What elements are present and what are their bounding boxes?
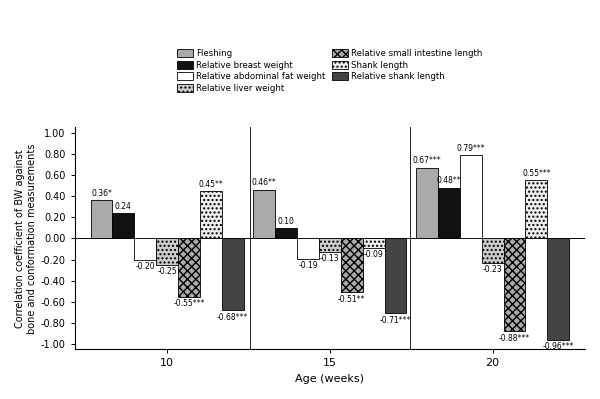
Text: 0.10: 0.10 [278,217,295,225]
Bar [319,239,341,252]
Bar [91,200,112,239]
Text: -0.09: -0.09 [364,250,383,259]
Text: 0.46**: 0.46** [252,178,277,188]
Bar [297,239,319,259]
Bar [178,239,200,296]
Text: -0.19: -0.19 [298,261,318,270]
Bar [253,190,275,239]
Bar [275,228,297,239]
Bar [112,213,134,239]
Bar [200,191,222,239]
Text: -0.96***: -0.96*** [542,342,574,351]
Bar [385,239,406,314]
Bar [547,239,569,340]
Bar [460,155,482,239]
Text: -0.23: -0.23 [483,265,502,274]
Bar [156,239,178,265]
Text: -0.25: -0.25 [157,267,177,276]
Text: -0.68***: -0.68*** [217,313,248,322]
Text: 0.79***: 0.79*** [457,144,485,152]
X-axis label: Age (weeks): Age (weeks) [295,374,364,384]
Text: 0.48**: 0.48** [437,176,461,186]
Text: 0.67***: 0.67*** [413,156,442,165]
Bar [526,180,547,239]
Text: 0.36*: 0.36* [91,189,112,198]
Text: -0.88***: -0.88*** [499,334,530,343]
Text: 0.55***: 0.55*** [522,169,551,178]
Bar [362,239,385,248]
Text: -0.71***: -0.71*** [380,316,411,325]
Bar [222,239,244,310]
Legend: Fleshing, Relative breast weight, Relative abdominal fat weight, Relative liver : Fleshing, Relative breast weight, Relati… [175,47,484,95]
Bar [503,239,526,332]
Text: -0.51**: -0.51** [338,295,365,304]
Text: -0.20: -0.20 [136,262,155,271]
Bar [416,168,438,239]
Y-axis label: Correlation coefficient of BW against
bone and conformation measurements: Correlation coefficient of BW against bo… [15,143,37,334]
Text: -0.55***: -0.55*** [173,299,205,308]
Text: 0.24: 0.24 [115,202,132,211]
Bar [341,239,362,292]
Bar [438,188,460,239]
Bar [482,239,503,263]
Text: -0.13: -0.13 [320,255,340,263]
Text: 0.45**: 0.45** [199,180,223,189]
Bar [134,239,156,260]
